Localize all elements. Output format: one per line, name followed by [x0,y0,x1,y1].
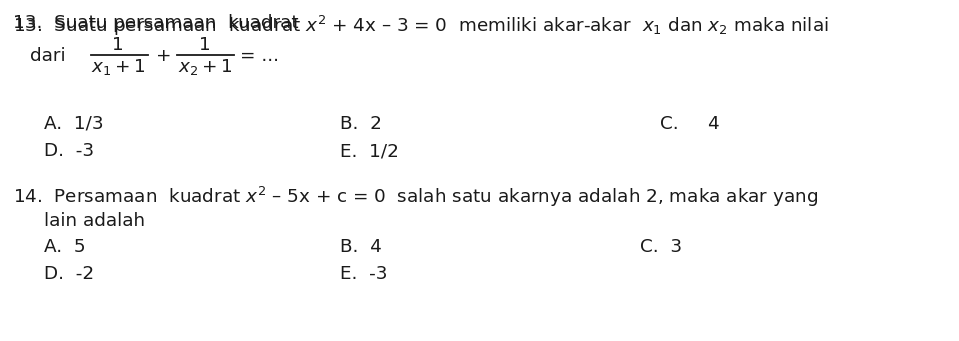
Text: C.  3: C. 3 [640,238,682,256]
Text: A.  5: A. 5 [44,238,85,256]
Text: C.     4: C. 4 [660,115,719,133]
Text: lain adalah: lain adalah [44,212,145,230]
Text: 13.  Suatu persamaan  kuadrat: 13. Suatu persamaan kuadrat [13,14,305,32]
Text: = ...: = ... [240,47,279,65]
Text: 13.  Suatu persamaan  kuadrat $x^2$ + 4x – 3 = 0  memiliki akar-akar  $x_1$ dan : 13. Suatu persamaan kuadrat $x^2$ + 4x –… [13,14,829,38]
Text: B.  4: B. 4 [340,238,382,256]
Text: $x_2 +1$: $x_2 +1$ [177,57,232,77]
Text: E.  1/2: E. 1/2 [340,142,399,160]
Text: dari: dari [30,47,65,65]
Text: +: + [156,47,172,65]
Text: E.  -3: E. -3 [340,265,387,283]
Text: 14.  Persamaan  kuadrat $x^2$ – 5x + c = 0  salah satu akarnya adalah 2, maka ak: 14. Persamaan kuadrat $x^2$ – 5x + c = 0… [13,185,818,209]
Text: B.  2: B. 2 [340,115,382,133]
Text: 1: 1 [199,36,211,54]
Text: D.  -3: D. -3 [44,142,94,160]
Text: D.  -2: D. -2 [44,265,94,283]
Text: A.  1/3: A. 1/3 [44,115,104,133]
Text: 1: 1 [112,36,124,54]
Text: $x_1 +1$: $x_1 +1$ [91,57,146,77]
